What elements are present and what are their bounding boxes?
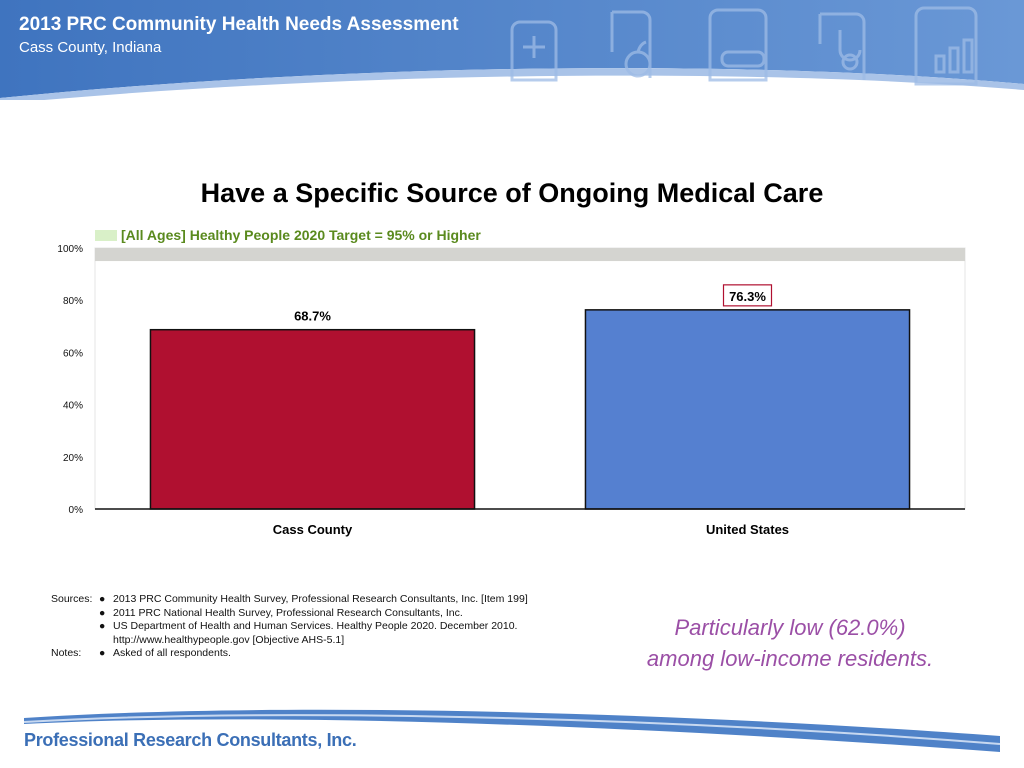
header-subtitle: Cass County, Indiana — [19, 39, 162, 56]
footer-swoosh — [23, 709, 1001, 752]
y-tick-label: 80% — [63, 296, 83, 307]
bullet-icon: ● — [99, 647, 106, 660]
bar-chart: [All Ages] Healthy People 2020 Target = … — [57, 227, 966, 537]
header-title: 2013 PRC Community Health Needs Assessme… — [19, 14, 459, 35]
header-background — [0, 0, 1024, 100]
notes-row: Notes: ● Asked of all respondents. — [51, 647, 573, 661]
source-row: ● US Department of Health and Human Serv… — [51, 620, 573, 634]
y-tick-label: 60% — [63, 348, 83, 359]
bullet-icon: ● — [99, 620, 106, 633]
bar — [149, 328, 476, 510]
target-legend-label: [All Ages] Healthy People 2020 Target = … — [121, 227, 481, 243]
stethoscope-icon — [818, 12, 866, 80]
callout-line-1: Particularly low (62.0%) — [674, 615, 906, 640]
callout: Particularly low (62.0%) among low-incom… — [590, 612, 990, 674]
sources-label: Sources: — [51, 593, 93, 605]
header-banner: 2013 PRC Community Health Needs Assessme… — [0, 0, 1024, 100]
source-item: http://www.healthypeople.gov [Objective … — [113, 633, 345, 646]
callout-line-2: among low-income residents. — [646, 646, 934, 671]
source-row: http://www.healthypeople.gov [Objective … — [51, 634, 573, 648]
y-tick-label: 20% — [63, 453, 83, 464]
target-legend-swatch — [95, 230, 117, 241]
data-label: 68.7% — [294, 309, 331, 324]
y-tick-label: 100% — [57, 244, 83, 255]
source-item: US Department of Health and Human Servic… — [113, 620, 518, 633]
source-item: 2013 PRC Community Health Survey, Profes… — [113, 593, 528, 605]
y-tick-label: 0% — [69, 505, 84, 516]
y-tick-label: 40% — [63, 401, 83, 412]
apple-icon — [610, 10, 652, 78]
notes-label: Notes: — [51, 647, 82, 660]
bullet-icon: ● — [99, 606, 106, 619]
sources-block: Sources: ● 2013 PRC Community Health Sur… — [51, 593, 573, 661]
company-logo: Professional Research Consultants, Inc. — [24, 730, 357, 750]
source-item: 2011 PRC National Health Survey, Profess… — [113, 606, 463, 619]
x-tick-label: United States — [706, 522, 789, 537]
bandage-icon — [708, 8, 768, 82]
data-label: 76.3% — [729, 289, 766, 304]
source-row: Sources: ● 2013 PRC Community Health Sur… — [51, 593, 573, 607]
medical-kit-icon — [510, 20, 558, 82]
bar — [584, 309, 911, 510]
chart-title: Have a Specific Source of Ongoing Medica… — [200, 178, 824, 208]
source-row: ● 2011 PRC National Health Survey, Profe… — [51, 607, 573, 621]
note-item: Asked of all respondents. — [113, 647, 231, 660]
x-tick-label: Cass County — [273, 522, 353, 537]
bullet-icon: ● — [99, 593, 106, 605]
value-label-box — [722, 284, 773, 307]
target-band — [95, 248, 965, 262]
bar-chart-icon — [914, 6, 978, 86]
